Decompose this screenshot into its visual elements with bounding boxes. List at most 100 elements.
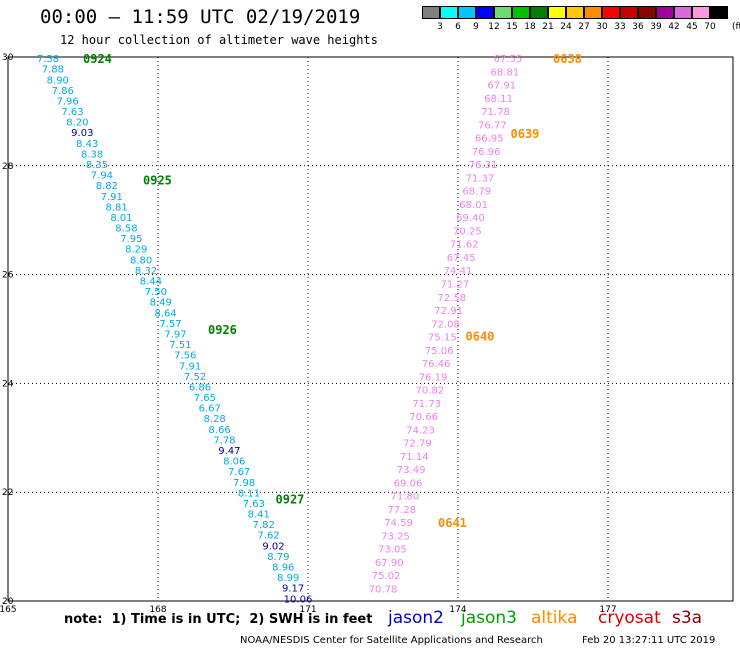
- satellite-name-altika: altika: [531, 608, 578, 628]
- legend-swatch: [638, 6, 656, 19]
- wave-height-value: 8.66: [208, 425, 230, 436]
- wave-height-value: 68.11: [484, 94, 513, 105]
- time-label: 0924: [83, 52, 112, 66]
- wave-height-value: 71.73: [412, 399, 441, 410]
- legend-tick-label: 27: [578, 22, 590, 32]
- wave-height-value: 7.63: [61, 107, 83, 118]
- wave-height-value: 7.65: [194, 393, 216, 404]
- lon-tick-label: 168: [149, 605, 166, 615]
- wave-height-value: 67.91: [487, 81, 516, 92]
- legend-tick-label: 70: [704, 22, 716, 32]
- wave-height-value: 8.32: [135, 266, 157, 277]
- wave-height-value: 71.27: [441, 280, 470, 291]
- wave-height-value: 76.31: [469, 160, 498, 171]
- wave-height-value: 8.81: [105, 202, 127, 213]
- wave-height-value: 8.28: [204, 414, 226, 425]
- legend-swatch: [710, 6, 728, 19]
- page-subtitle: 12 hour collection of altimeter wave hei…: [60, 33, 378, 47]
- legend-tick-label: 30: [596, 22, 608, 32]
- wave-height-value: 7.94: [91, 171, 113, 182]
- wave-height-value: 71.14: [400, 452, 429, 463]
- wave-height-value: 71.37: [466, 173, 495, 184]
- wave-height-value: 75.15: [428, 333, 457, 344]
- wave-height-value: 6.86: [189, 382, 211, 393]
- wave-height-value: 7.78: [213, 435, 235, 446]
- wave-height-value: 7.95: [120, 234, 142, 245]
- time-label: 0638: [553, 52, 582, 66]
- time-label: 0927: [276, 493, 305, 507]
- wave-height-value: 72.79: [403, 439, 432, 450]
- legend-tick-label: 3: [437, 22, 443, 32]
- satellite-name-jason2: jason2: [388, 608, 444, 628]
- legend-swatch: [440, 6, 458, 19]
- generated-timestamp: Feb 20 13:27:11 UTC 2019: [582, 635, 716, 646]
- wave-height-value: 8.99: [277, 573, 299, 584]
- wave-height-value: 8.80: [130, 255, 152, 266]
- wave-height-value: 7.91: [101, 192, 123, 203]
- satellite-name-jason3: jason3: [461, 608, 517, 628]
- wave-height-value: 70.82: [416, 386, 445, 397]
- wave-height-value: 71.78: [481, 107, 510, 118]
- legend-swatch: [584, 6, 602, 19]
- wave-height-value: 7.58: [37, 54, 59, 65]
- wave-height-value: 8.79: [267, 552, 289, 563]
- wave-height-value: 8.82: [96, 181, 118, 192]
- wave-height-value: 71.80: [391, 492, 420, 503]
- wave-height-value: 69.06: [394, 478, 423, 489]
- wave-height-value: 8.41: [248, 510, 270, 521]
- legend-tick-label: 21: [542, 22, 554, 32]
- wave-height-value: 67.90: [375, 558, 404, 569]
- wave-height-value: 73.25: [381, 531, 410, 542]
- wave-height-value: 7.52: [184, 372, 206, 383]
- wave-height-value: 8.58: [115, 224, 137, 235]
- lon-tick-label: 174: [449, 605, 466, 615]
- wave-height-value: 7.56: [174, 351, 196, 362]
- lat-tick-label: 24: [2, 379, 14, 389]
- legend-swatch: [458, 6, 476, 19]
- wave-height-value: 68.79: [462, 187, 491, 198]
- satellite-name-s3a: s3a: [672, 608, 703, 628]
- wave-height-value: 73.05: [378, 545, 407, 556]
- legend-swatch: [476, 6, 494, 19]
- wave-height-value: 76.77: [478, 120, 507, 131]
- wave-height-value: 8.64: [155, 308, 177, 319]
- lon-tick-label: 165: [0, 605, 17, 615]
- wave-height-value: 8.06: [223, 457, 245, 468]
- lat-tick-label: 28: [2, 162, 14, 172]
- wave-height-value: 7.63: [243, 499, 265, 510]
- lat-tick-label: 30: [2, 53, 14, 63]
- track-jason3: 7.587.888.907.867.967.638.209.038.438.38…: [37, 52, 312, 605]
- satellite-tracks: 7.587.888.907.867.967.638.209.038.438.38…: [37, 52, 582, 605]
- wave-height-value: 69.40: [456, 213, 485, 224]
- legend-tick-label: 45: [686, 22, 698, 32]
- lat-tick-label: 22: [2, 488, 13, 498]
- wave-height-value: 7.86: [52, 86, 74, 97]
- wave-height-value: 74.41: [444, 266, 473, 277]
- wave-height-value: 8.01: [110, 213, 132, 224]
- wave-height-value: 72.08: [431, 319, 460, 330]
- legend-swatch: [602, 6, 620, 19]
- wave-height-value: 66.95: [475, 134, 504, 145]
- lat-tick-label: 20: [2, 597, 14, 607]
- time-label: 0640: [466, 330, 495, 344]
- legend-swatch: [494, 6, 512, 19]
- wave-height-value: 8.44: [140, 277, 162, 288]
- credit-text: NOAA/NESDIS Center for Satellite Applica…: [240, 635, 543, 646]
- wave-height-value: 7.82: [253, 520, 275, 531]
- wave-height-value: 67.45: [447, 253, 476, 264]
- wave-height-value: 72.58: [437, 293, 466, 304]
- legend-tick-label: 15: [506, 22, 518, 32]
- wave-height-value: 7.91: [179, 361, 201, 372]
- wave-height-value: 74.23: [406, 425, 435, 436]
- wave-height-value: 7.62: [257, 531, 279, 542]
- wave-height-value: 8.20: [66, 118, 88, 129]
- legend-swatch: [548, 6, 566, 19]
- time-label: 0925: [143, 173, 172, 187]
- wave-height-value: 76.46: [422, 359, 451, 370]
- footer-note: note: 1) Time is in UTC; 2) SWH is in fe…: [64, 612, 373, 627]
- wave-height-value: 7.88: [42, 65, 64, 76]
- legend-swatch: [692, 6, 710, 19]
- legend-tick-label: 24: [560, 22, 572, 32]
- wave-height-value: 68.01: [459, 200, 488, 211]
